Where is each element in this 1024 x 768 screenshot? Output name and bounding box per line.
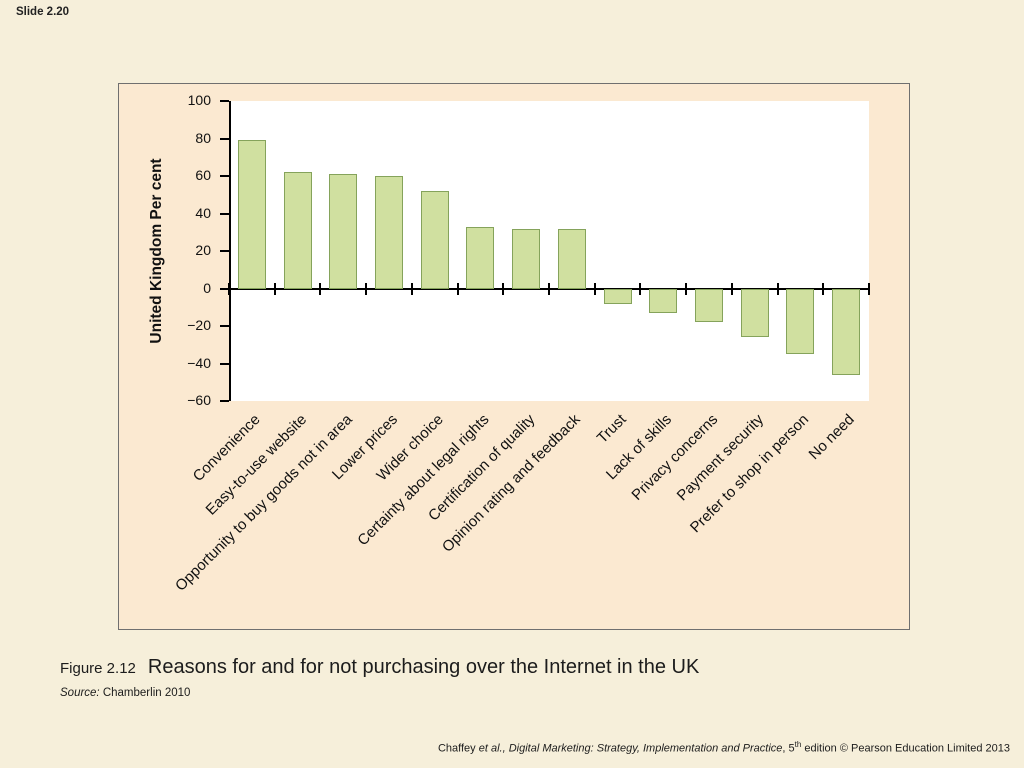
x-axis-tick <box>868 282 870 295</box>
slide-number: Slide 2.20 <box>16 6 70 18</box>
y-axis-tick <box>220 325 229 327</box>
footer-author: Chaffey <box>437 742 479 755</box>
footer-publisher: edition © Pearson Education Limited 2013 <box>801 742 1010 755</box>
bar <box>329 174 358 289</box>
bar <box>375 176 403 289</box>
bar <box>603 288 632 304</box>
bar <box>695 288 723 323</box>
y-axis-tick-label: 60 <box>195 167 211 183</box>
y-axis-tick-label: 40 <box>195 204 211 221</box>
y-axis-tick-label: −60 <box>187 392 211 408</box>
bar <box>786 288 815 355</box>
y-axis-tick <box>220 175 229 177</box>
y-axis-tick-label: 100 <box>187 92 211 108</box>
x-axis-label: Trust <box>593 411 630 447</box>
figure-caption: Figure 2.12 Reasons for and for not purc… <box>60 656 699 679</box>
y-axis-tick <box>220 250 229 252</box>
y-axis-tick-label: −40 <box>187 354 211 371</box>
y-axis-tick-label: −20 <box>187 317 211 333</box>
bar <box>557 228 586 289</box>
bar <box>649 288 678 313</box>
bar <box>283 172 312 289</box>
source-line: Source: Chamberlin 2010 <box>60 687 190 699</box>
bar <box>740 288 769 338</box>
bar <box>512 228 541 289</box>
copyright-footer: Chaffey et al., Digital Marketing: Strat… <box>438 740 1010 755</box>
footer-edition-sup: th <box>794 740 802 749</box>
y-axis-tick-label: 20 <box>195 242 211 258</box>
bar <box>832 288 861 375</box>
y-axis-title: United Kingdom Per cent <box>148 158 165 344</box>
x-axis-label: No need <box>806 411 859 464</box>
bar <box>420 191 449 289</box>
plot-area: United Kingdom Per cent 100 80 60 40 20 0 −20 −… <box>148 92 870 595</box>
y-axis-tick-label: 0 <box>203 279 211 296</box>
bar <box>237 140 266 289</box>
footer-book-title: et al., Digital Marketing: Strategy, Imp… <box>478 742 783 755</box>
source-label: Source: <box>60 687 100 699</box>
y-axis-tick <box>220 100 229 102</box>
y-axis-tick <box>220 137 229 140</box>
bar <box>466 226 495 289</box>
footer-edition-pre: , 5 <box>782 742 795 755</box>
figure-title: Reasons for and for not purchasing over … <box>147 656 700 678</box>
x-axis-label: Opportunity to buy goods not in area <box>171 411 356 595</box>
y-axis-tick-label: 80 <box>195 129 211 146</box>
y-axis-tick <box>220 212 229 215</box>
y-axis-tick <box>220 287 229 290</box>
y-axis-tick <box>220 362 229 365</box>
figure-number: Figure 2.12 <box>60 660 136 677</box>
y-axis-line <box>229 101 231 401</box>
chart-panel: United Kingdom Per cent 100 80 60 40 20 0 −20 −… <box>118 83 910 630</box>
y-axis-tick <box>220 400 229 402</box>
zero-axis-line <box>229 287 869 290</box>
source-text: Chamberlin 2010 <box>99 687 191 699</box>
